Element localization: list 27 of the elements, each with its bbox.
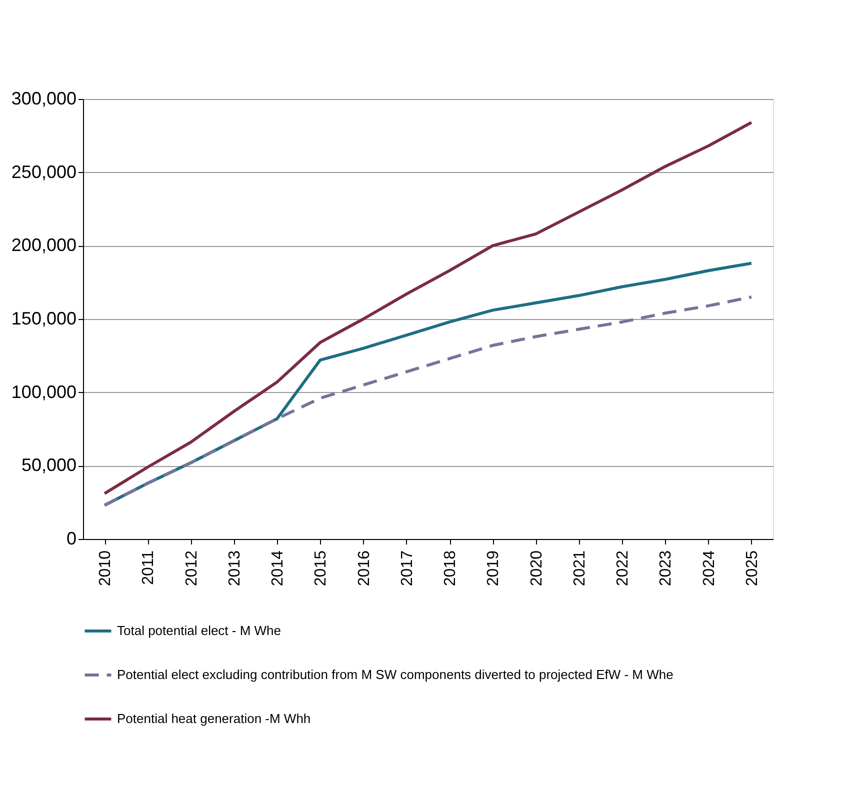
x-tick-label: 2024 [700,550,718,586]
x-tick-label: 2016 [356,550,373,586]
x-tick-label: 2011 [140,550,158,585]
x-tick-label: 2017 [398,550,416,586]
x-tick-label: 2015 [312,550,330,586]
x-tick-label: 2010 [97,550,114,586]
x-tick-label: 2021 [571,550,588,586]
legend-label: Potential elect excluding contribution from M SW components diverted to projected EfW - M Whe [117,667,674,682]
y-tick-label: 50,000 [21,455,76,476]
x-tick-label: 2014 [270,550,287,586]
y-tick-label: 250,000 [11,162,76,182]
legend-label: Total potential elect - M Whe [117,623,282,638]
y-tick-label: 300,000 [11,88,76,108]
y-tick-label: 200,000 [11,235,76,256]
x-tick-label: 2012 [183,550,200,586]
x-tick-label: 2022 [614,550,632,586]
x-tick-label: 2023 [658,550,675,586]
y-tick-label: 150,000 [11,308,76,328]
x-tick-label: 2013 [226,550,244,586]
x-tick-label: 2018 [442,550,460,586]
x-tick-label: 2019 [485,550,502,586]
y-tick-label: 100,000 [11,382,76,402]
line-series [103,120,753,496]
y-tick-label: 0 [66,528,76,548]
x-tick-label: 2020 [528,550,546,586]
legend-label: Potential heat generation -M Whh [117,711,311,726]
x-tick-label: 2025 [744,550,761,586]
